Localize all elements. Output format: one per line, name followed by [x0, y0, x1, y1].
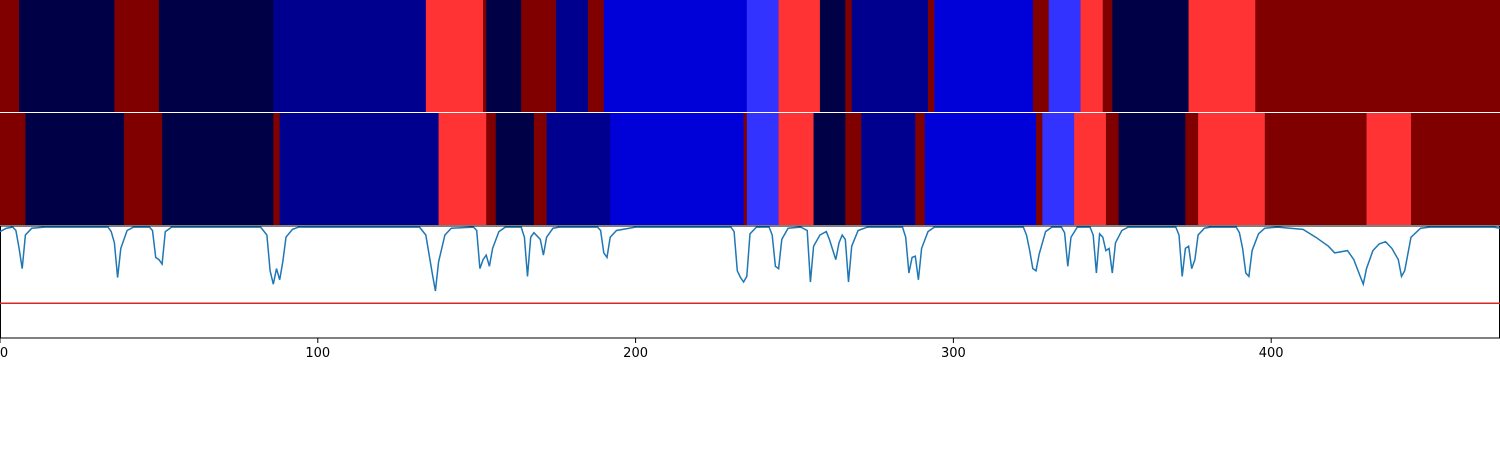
upper-segment-20: [1048, 0, 1082, 112]
signal-panel: [0, 225, 1500, 339]
upper-segment-17: [927, 0, 935, 112]
lower-segment-12: [743, 113, 748, 225]
upper-segment-13: [778, 0, 821, 112]
upper-segment-strip: [0, 0, 1500, 112]
lower-segment-11: [610, 113, 745, 225]
x-tick-label-4: 400: [1259, 346, 1284, 361]
x-axis: 0 100 200 300 400: [0, 338, 1284, 361]
lower-segment-0: [0, 113, 26, 225]
upper-segment-1: [19, 0, 115, 112]
upper-segment-19: [1032, 0, 1050, 112]
lower-segment-strip: [0, 113, 1500, 225]
lower-segment-22: [1074, 113, 1107, 225]
x-tick-label-0: 0: [0, 346, 8, 361]
lower-segment-9: [533, 113, 548, 225]
upper-segment-2: [114, 0, 160, 112]
lower-segment-8: [495, 113, 535, 225]
upper-segment-11: [603, 0, 748, 112]
lower-segment-7: [486, 113, 497, 225]
lower-segment-25: [1185, 113, 1199, 225]
lower-segment-5: [279, 113, 440, 225]
upper-segment-14: [819, 0, 846, 112]
lower-segment-20: [1036, 113, 1043, 225]
upper-segment-10: [587, 0, 605, 112]
lower-segment-1: [25, 113, 125, 225]
lower-segment-13: [746, 113, 780, 225]
lower-segment-14: [778, 113, 815, 225]
upper-segment-0: [0, 0, 20, 112]
lower-segment-19: [924, 113, 1037, 225]
upper-segment-8: [521, 0, 557, 112]
x-tick-label-2: 200: [623, 346, 648, 361]
lower-segment-21: [1042, 113, 1075, 225]
lower-segment-4: [273, 113, 281, 225]
lower-segment-29: [1411, 113, 1500, 225]
lower-segment-26: [1198, 113, 1266, 225]
upper-segment-21: [1080, 0, 1104, 112]
upper-segment-3: [158, 0, 274, 112]
lower-segment-16: [845, 113, 862, 225]
upper-segment-24: [1188, 0, 1256, 112]
upper-segment-23: [1112, 0, 1190, 112]
lower-segment-18: [915, 113, 926, 225]
upper-segment-18: [934, 0, 1034, 112]
upper-segment-16: [851, 0, 929, 112]
upper-segment-15: [845, 0, 853, 112]
upper-segment-12: [746, 0, 780, 112]
lower-segment-23: [1105, 113, 1120, 225]
upper-segment-25: [1255, 0, 1500, 112]
upper-segment-4: [273, 0, 427, 112]
lower-segment-28: [1366, 113, 1412, 225]
lower-segment-3: [162, 113, 274, 225]
lower-segment-24: [1118, 113, 1186, 225]
lower-segment-2: [123, 113, 163, 225]
upper-segment-7: [486, 0, 522, 112]
upper-segment-5: [425, 0, 484, 112]
lower-segment-15: [813, 113, 846, 225]
upper-segment-22: [1102, 0, 1113, 112]
upper-segment-9: [556, 0, 589, 112]
signal-line: [0, 226, 1500, 292]
x-tick-label-3: 300: [941, 346, 966, 361]
lower-segment-10: [546, 113, 611, 225]
lower-segment-17: [861, 113, 916, 225]
x-tick-label-1: 100: [305, 346, 330, 361]
lower-segment-27: [1264, 113, 1368, 225]
upper-segment-6: [483, 0, 487, 112]
lower-segment-6: [438, 113, 487, 225]
